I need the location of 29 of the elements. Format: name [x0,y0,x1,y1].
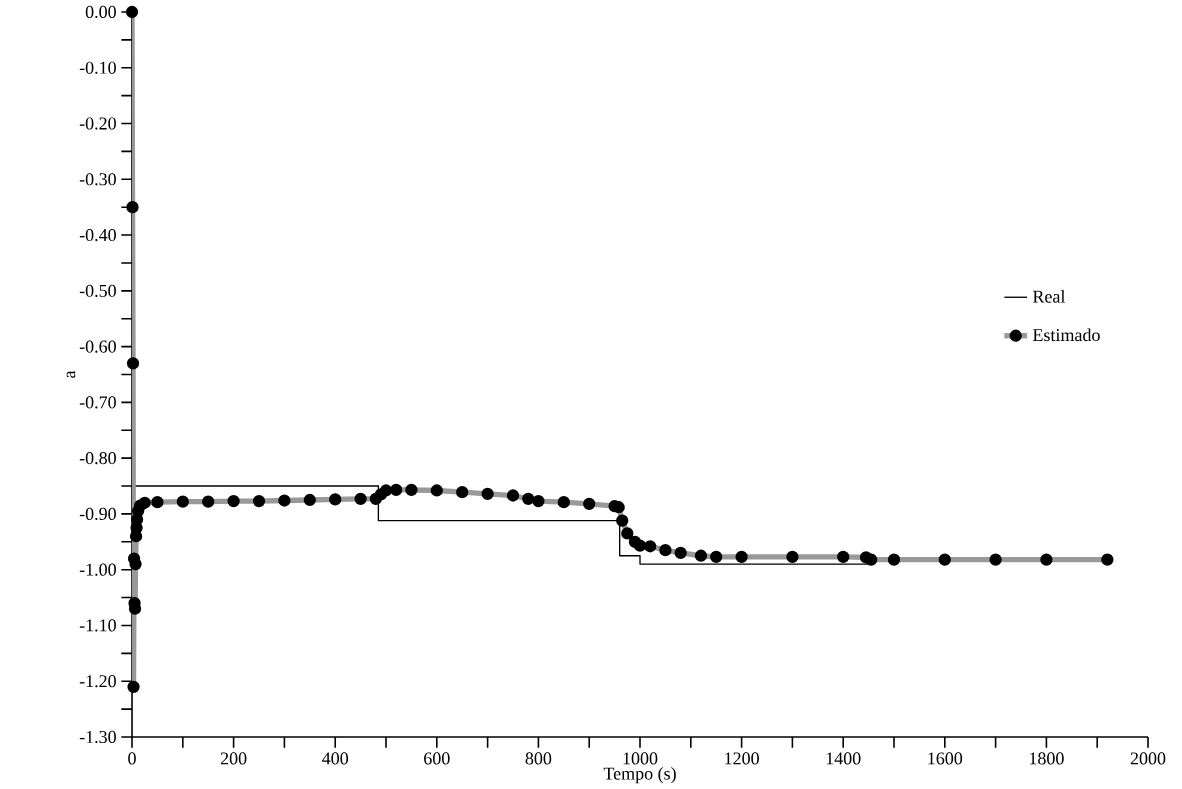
x-tick-label: 200 [220,752,247,765]
y-tick-label: -0.80 [79,452,116,465]
y-axis-title: a [66,370,76,378]
y-tick-label: -1.20 [79,675,116,688]
y-tick-label: -0.60 [79,340,116,353]
x-tick-label: 1800 [1029,752,1064,765]
x-tick-label: 400 [322,752,349,765]
y-tick-label: -0.90 [79,507,116,521]
x-tick-label: 800 [525,752,552,765]
y-tick-label: -1.00 [79,563,116,576]
x-tick-label: 600 [424,752,450,765]
y-tick-label: 0.00 [85,5,116,19]
x-tick-label: 1200 [725,752,759,765]
y-tick-label: -0.70 [79,396,116,409]
x-tick-label: 1000 [623,752,658,765]
x-axis-title: Tempo (s) [603,767,676,784]
y-tick-label: -0.30 [79,173,116,186]
legend-label: Real [1032,290,1066,303]
y-tick-label: -0.20 [79,117,116,130]
y-tick-label: -0.40 [79,228,116,242]
x-tick-label: 1400 [826,752,861,765]
legend-label: Estimado [1032,328,1100,342]
y-tick-label: -0.10 [79,61,116,74]
x-tick-label: 0 [128,752,136,765]
x-tick-label: 2000 [1130,752,1166,765]
y-tick-label: -1.30 [79,730,116,744]
y-tick-label: -0.50 [79,284,116,297]
y-tick-label: -1.10 [79,619,116,632]
x-tick-label: 1600 [928,752,963,765]
